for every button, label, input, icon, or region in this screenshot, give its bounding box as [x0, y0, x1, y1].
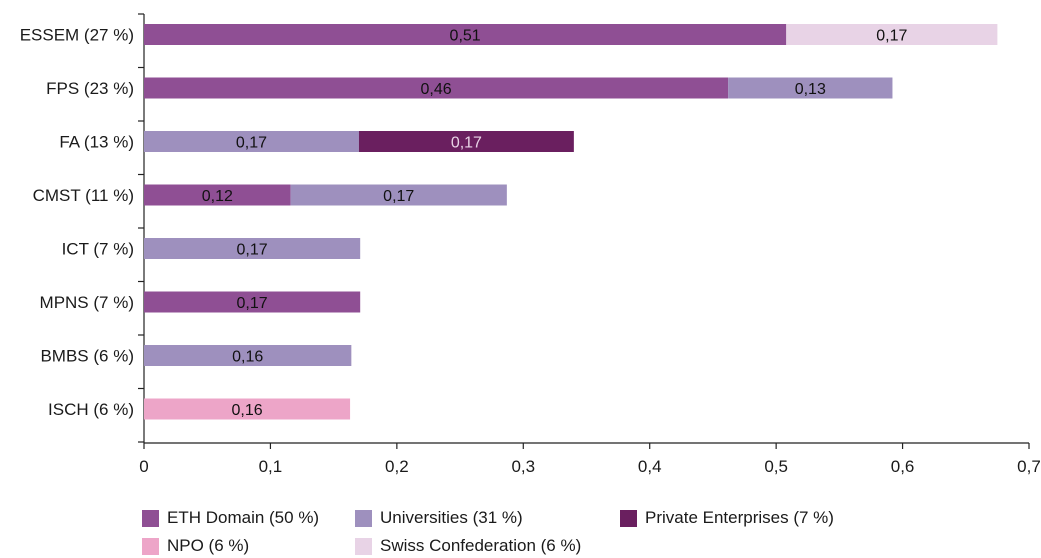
bar-segment: [358, 131, 574, 152]
category-label: MPNS (7 %): [40, 293, 134, 312]
bar-segment: [144, 398, 351, 420]
bar-segment: [144, 77, 729, 99]
data-label: 0,46: [420, 81, 451, 98]
x-tick-label: 0,2: [385, 457, 409, 476]
legend-item: NPO (6 %): [142, 536, 249, 556]
data-label: 0,16: [232, 349, 263, 366]
category-label: ISCH (6 %): [48, 400, 134, 419]
data-label: 0,17: [236, 135, 267, 152]
legend-swatch: [620, 509, 637, 527]
x-tick-label: 0,5: [764, 457, 788, 476]
legend-swatch: [142, 509, 159, 527]
legend-label: Swiss Confederation (6 %): [380, 536, 582, 555]
data-label: 0,16: [231, 402, 262, 419]
x-tick-label: 0,7: [1017, 457, 1041, 476]
legend-swatch: [355, 509, 372, 527]
data-label: 0,17: [383, 188, 414, 205]
category-label: ESSEM (27 %): [20, 26, 134, 45]
data-label: 0,17: [876, 28, 907, 45]
data-label: 0,13: [795, 81, 826, 98]
legend-item: ETH Domain (50 %): [142, 508, 319, 528]
stacked-bar-chart: 0 0,1 0,2 0,3 0,4 0,5 0,6 0,7 ESSEM (27 %) 0,51 0,…: [20, 13, 1041, 476]
legend-item: Universities (31 %): [355, 508, 523, 528]
bar-segment: [144, 291, 361, 313]
data-label: 0,17: [237, 242, 268, 259]
bar-segment: [728, 77, 893, 99]
x-tick-label: 0: [139, 457, 148, 476]
category-label: BMBS (6 %): [40, 347, 134, 366]
legend-item: Swiss Confederation (6 %): [355, 536, 581, 556]
data-label: 0,17: [237, 295, 268, 312]
legend-item: Private Enterprises (7 %): [620, 508, 834, 528]
category-label: ICT (7 %): [62, 240, 134, 259]
data-label: 0,12: [202, 188, 233, 205]
bar-segment: [144, 238, 361, 259]
bar-segment: [144, 345, 352, 366]
chart-legend: ETH Domain (50 %) Universities (31 %) Priv…: [142, 508, 1022, 558]
category-label: CMST (11 %): [33, 186, 134, 205]
x-tick-label: 0,6: [891, 457, 915, 476]
legend-label: ETH Domain (50 %): [167, 508, 320, 527]
legend-swatch: [355, 537, 372, 555]
category-label: FPS (23 %): [46, 79, 134, 98]
bar-segment: [290, 184, 507, 206]
bar-segment: [144, 24, 787, 45]
legend-label: Private Enterprises (7 %): [645, 508, 834, 527]
category-label: FA (13 %): [59, 133, 134, 152]
bar-segment: [144, 184, 291, 206]
legend-swatch: [142, 537, 159, 555]
bar-segment: [786, 24, 998, 45]
legend-label: NPO (6 %): [167, 536, 250, 555]
legend-label: Universities (31 %): [380, 508, 523, 527]
x-tick-label: 0,1: [259, 457, 283, 476]
data-label: 0,17: [451, 135, 482, 152]
x-tick-label: 0,3: [511, 457, 535, 476]
x-tick-label: 0,4: [638, 457, 662, 476]
bar-segment: [144, 131, 359, 152]
data-label: 0,51: [450, 28, 481, 45]
